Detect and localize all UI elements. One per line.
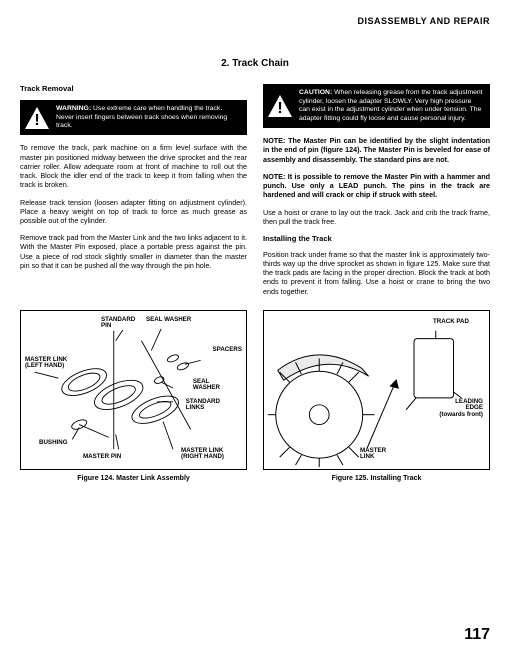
label-seal-washer-mid: SEALWASHER [193,379,220,392]
label-master-link: MASTERLINK [360,448,386,461]
figure-125-wrapper: TRACK PAD LEADINGEDGE(towards front) MAS… [263,310,490,484]
paragraph: Remove track pad from the Master Link an… [20,233,247,270]
caution-box: ! CAUTION: When releasing grease from th… [263,84,490,128]
two-column-body: Track Removal ! WARNING: Use extreme car… [20,84,490,304]
figure-124-caption: Figure 124. Master Link Assembly [20,475,247,484]
label-master-link-right: MASTER LINK(RIGHT HAND) [181,448,224,461]
label-standard-pin: STANDARDPIN [101,317,135,330]
label-bushing: BUSHING [39,440,68,447]
figures-row: STANDARDPIN SEAL WASHER SPACERS MASTER L… [20,310,490,484]
warning-triangle-icon: ! [24,106,50,130]
figure-125-illustration [264,311,489,469]
note-paragraph: NOTE: It is possible to remove the Maste… [263,172,490,200]
label-track-pad: TRACK PAD [433,319,469,326]
svg-text:!: ! [277,100,282,117]
figure-125: TRACK PAD LEADINGEDGE(towards front) MAS… [263,310,490,470]
figure-125-caption: Figure 125. Installing Track [263,475,490,484]
track-removal-heading: Track Removal [20,84,247,94]
left-column: Track Removal ! WARNING: Use extreme car… [20,84,247,304]
caution-text: CAUTION: When releasing grease from the … [299,89,484,123]
paragraph: Position track under frame so that the m… [263,250,490,296]
figure-124-wrapper: STANDARDPIN SEAL WASHER SPACERS MASTER L… [20,310,247,484]
installing-track-heading: Installing the Track [263,234,490,244]
figure-124: STANDARDPIN SEAL WASHER SPACERS MASTER L… [20,310,247,470]
label-master-link-left: MASTER LINK(LEFT HAND) [25,357,67,370]
label-standard-links: STANDARDLINKS [186,399,220,412]
page-header: DISASSEMBLY AND REPAIR [20,16,490,28]
paragraph: Release track tension (loosen adapter fi… [20,198,247,226]
paragraph: Use a hoist or crane to lay out the trac… [263,208,490,226]
note-paragraph: NOTE: The Master Pin can be identified b… [263,136,490,164]
section-heading: 2. Track Chain [20,58,490,71]
label-leading-edge: LEADINGEDGE(towards front) [439,399,483,419]
label-master-pin: MASTER PIN [83,454,121,461]
svg-text:!: ! [34,112,39,129]
warning-box: ! WARNING: Use extreme care when handlin… [20,100,247,135]
right-column: ! CAUTION: When releasing grease from th… [263,84,490,304]
warning-text: WARNING: Use extreme care when handling … [56,105,241,130]
label-spacers: SPACERS [213,347,242,354]
page-number: 117 [464,625,490,645]
label-seal-washer-top: SEAL WASHER [146,317,191,324]
paragraph: To remove the track, park machine on a f… [20,143,247,189]
caution-triangle-icon: ! [267,94,293,118]
